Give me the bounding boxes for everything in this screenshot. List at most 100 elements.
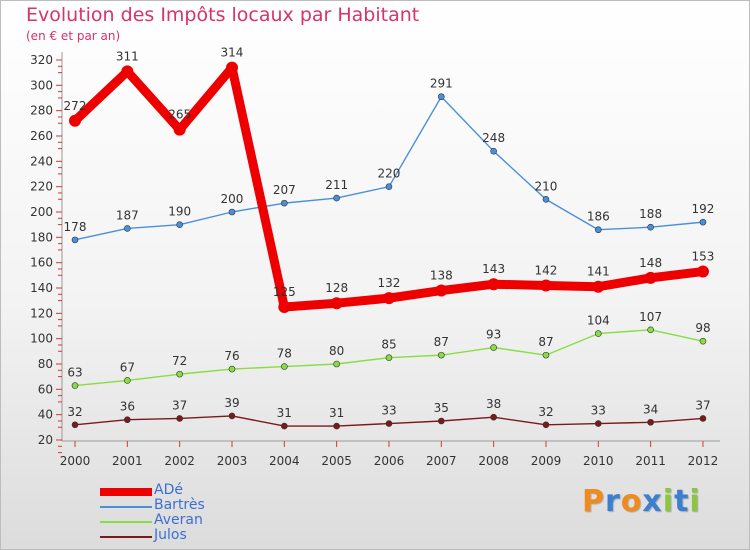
y-tick-label: 100	[30, 332, 53, 346]
legend-label-julos: Julos	[154, 527, 187, 543]
legend-label-ade: ADé	[154, 482, 183, 498]
x-tick-label: 2001	[112, 454, 143, 468]
y-tick-label: 260	[30, 129, 53, 143]
data-point	[281, 363, 288, 370]
data-label: 153	[692, 250, 715, 264]
legend-swatch-bartres	[100, 506, 152, 508]
data-point	[542, 351, 550, 359]
data-point	[647, 223, 654, 231]
y-tick-label: 120	[30, 306, 53, 320]
data-point	[539, 279, 552, 292]
data-point	[71, 236, 79, 244]
data-label: 291	[430, 77, 453, 91]
data-label: 38	[486, 397, 501, 411]
y-tick-label: 140	[30, 281, 53, 295]
data-label: 178	[64, 220, 87, 234]
data-label: 39	[224, 396, 239, 410]
data-label: 187	[116, 208, 139, 222]
data-label: 33	[591, 404, 606, 418]
data-point	[176, 221, 183, 228]
data-label: 220	[378, 167, 401, 181]
data-point	[385, 354, 393, 361]
data-label: 143	[482, 262, 505, 276]
data-point	[124, 225, 131, 232]
data-point	[333, 360, 340, 368]
logo-letter: P	[582, 484, 605, 519]
data-label: 211	[325, 178, 348, 192]
x-tick-label: 2010	[583, 454, 614, 468]
y-tick-label: 280	[30, 104, 53, 118]
data-point	[278, 301, 291, 313]
x-tick-label: 2005	[321, 454, 352, 468]
logo-letter: o	[620, 484, 643, 519]
data-label: 87	[434, 335, 449, 349]
data-label: 132	[378, 276, 401, 290]
chart-title: Evolution des Impôts locaux par Habitant	[26, 4, 420, 26]
data-point	[176, 415, 183, 422]
legend-swatch-averan	[100, 521, 152, 523]
data-point	[438, 351, 445, 359]
data-point	[696, 265, 709, 278]
data-label: 188	[639, 207, 662, 221]
data-label: 78	[277, 347, 292, 361]
data-label: 248	[482, 131, 505, 145]
data-point	[225, 61, 238, 74]
y-tick-label: 220	[30, 180, 53, 194]
logo-letter: r	[605, 484, 621, 519]
data-label: 72	[172, 354, 187, 368]
data-label: 207	[273, 183, 296, 197]
data-point	[333, 422, 340, 430]
x-tick-label: 2006	[374, 454, 405, 468]
data-label: 128	[325, 281, 348, 295]
data-label: 186	[587, 210, 610, 224]
x-tick-label: 2000	[60, 454, 91, 468]
data-label: 37	[172, 398, 187, 412]
data-point	[490, 344, 497, 351]
data-label: 33	[381, 404, 396, 418]
data-label: 98	[695, 321, 710, 335]
data-label: 67	[120, 360, 135, 374]
y-tick-label: 320	[30, 53, 53, 67]
data-label: 87	[538, 335, 553, 349]
y-tick-label: 160	[30, 256, 53, 270]
legend-swatch-ade	[100, 488, 152, 496]
y-tick-label: 40	[38, 408, 53, 422]
y-tick-label: 60	[38, 382, 53, 396]
data-label: 85	[381, 338, 396, 352]
logo-letter: i	[662, 484, 675, 519]
proxiti-logo: Proxiti	[582, 484, 701, 519]
data-point	[594, 330, 602, 337]
data-label: 36	[120, 400, 135, 414]
data-label: 35	[434, 401, 449, 415]
data-point	[699, 415, 707, 422]
data-point	[121, 65, 134, 78]
chart-subtitle: (en € et par an)	[26, 29, 121, 43]
data-label: 32	[67, 405, 82, 419]
data-label: 32	[538, 405, 553, 419]
data-point	[382, 292, 395, 305]
legend-swatch-julos	[100, 536, 152, 538]
data-point	[228, 365, 236, 373]
x-tick-label: 2011	[635, 454, 666, 468]
data-point	[435, 284, 448, 297]
data-point	[487, 278, 500, 291]
data-point	[594, 226, 602, 234]
data-point	[594, 420, 602, 427]
x-tick-label: 2007	[426, 454, 457, 468]
legend-label-averan: Averan	[154, 512, 203, 528]
data-label: 272	[64, 99, 87, 113]
y-tick-label: 80	[38, 357, 53, 371]
logo-letter: i	[689, 484, 701, 519]
x-tick-label: 2008	[478, 454, 509, 468]
data-point	[228, 208, 236, 216]
data-point	[281, 422, 288, 430]
data-label: 192	[692, 202, 715, 216]
data-point	[69, 114, 81, 127]
y-tick-label: 180	[30, 230, 53, 244]
data-point	[124, 416, 131, 424]
data-point	[228, 412, 236, 420]
data-point	[592, 280, 605, 293]
data-point	[71, 421, 79, 429]
data-label: 31	[329, 406, 344, 420]
data-label: 34	[643, 402, 658, 416]
